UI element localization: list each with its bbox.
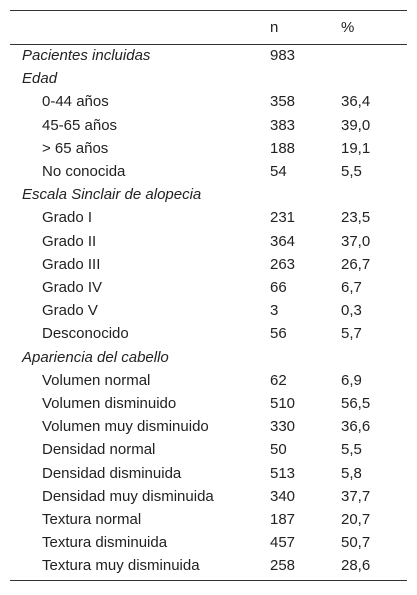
row-percent: 0,3: [341, 302, 362, 320]
row-n: 231: [270, 209, 296, 227]
row-percent: 19,1: [341, 139, 371, 157]
row-label: Textura disminuida: [42, 534, 168, 552]
row-percent: 36,4: [341, 93, 371, 111]
row-n: 510: [270, 395, 296, 412]
row-label: Desconocido: [42, 325, 129, 343]
row-percent: 50,7: [341, 534, 371, 552]
row-n: 188: [270, 139, 296, 157]
row-n: 50: [270, 441, 287, 459]
row-percent: 56,5: [341, 395, 371, 412]
row-n: 56: [270, 325, 287, 343]
row-percent: 5,7: [341, 325, 362, 343]
row-n: 358: [270, 93, 296, 111]
row-percent: 28,6: [341, 557, 371, 575]
top-rule: [10, 10, 407, 11]
row-n: 330: [270, 418, 296, 436]
row-label: Grado III: [42, 255, 101, 273]
row-n: 3: [270, 302, 279, 320]
row-n: 54: [270, 163, 287, 180]
section-title: Edad: [22, 70, 58, 88]
row-n: 340: [270, 487, 296, 505]
row-percent: 6,7: [341, 279, 362, 296]
row-label: Grado V: [42, 302, 98, 320]
row-n: 513: [270, 464, 296, 482]
row-label: > 65 años: [42, 139, 109, 157]
row-label: Densidad normal: [42, 441, 156, 459]
row-n: 258: [270, 557, 296, 575]
row-percent: 23,5: [341, 209, 371, 227]
row-label: Volumen disminuido: [42, 395, 177, 412]
section-n: 983: [270, 47, 296, 64]
section-title: Pacientes incluidas: [22, 47, 151, 64]
row-label: Grado IV: [42, 279, 103, 296]
row-n: 66: [270, 279, 287, 296]
row-percent: 5,5: [341, 163, 362, 180]
row-label: Volumen muy disminuido: [42, 418, 209, 436]
row-n: 187: [270, 511, 296, 528]
row-percent: 26,7: [341, 255, 371, 273]
row-label: Grado II: [42, 232, 97, 250]
header-rule: [10, 44, 407, 45]
section-title: Escala Sinclair de alopecia: [22, 186, 202, 204]
row-n: 383: [270, 116, 296, 134]
row-percent: 39,0: [341, 116, 371, 134]
row-percent: 37,0: [341, 232, 371, 250]
row-n: 62: [270, 371, 287, 389]
row-n: 364: [270, 232, 296, 250]
row-label: 0-44 años: [42, 93, 109, 111]
bottom-rule: [10, 580, 407, 581]
row-n: 263: [270, 255, 296, 273]
row-label: Textura muy disminuida: [42, 557, 200, 575]
row-percent: 5,5: [341, 441, 362, 459]
row-percent: 5,8: [341, 464, 362, 482]
row-n: 457: [270, 534, 296, 552]
section-title: Apariencia del cabello: [22, 348, 169, 366]
row-label: Textura normal: [42, 511, 142, 528]
row-label: Densidad muy disminuida: [42, 487, 214, 505]
row-label: Densidad disminuida: [42, 464, 182, 482]
row-label: Volumen normal: [42, 371, 151, 389]
row-percent: 36,6: [341, 418, 371, 436]
row-label: 45-65 años: [42, 116, 118, 134]
row-percent: 37,7: [341, 487, 371, 505]
row-percent: 6,9: [341, 371, 362, 389]
row-label: Grado I: [42, 209, 93, 227]
header-n: n: [270, 19, 279, 36]
row-label: No conocida: [42, 163, 126, 180]
header-percent: %: [341, 19, 355, 36]
row-percent: 20,7: [341, 511, 371, 528]
